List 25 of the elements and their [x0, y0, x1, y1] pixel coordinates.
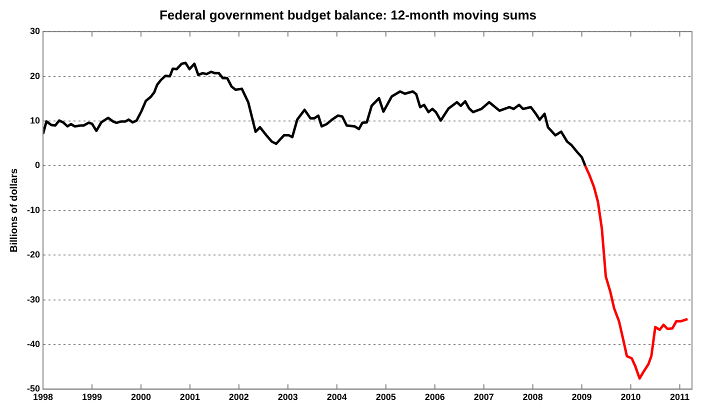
x-tick-label: 2011 [670, 392, 690, 402]
x-tick-label: 1999 [82, 392, 102, 402]
x-tick-label: 2006 [424, 392, 445, 402]
x-tick-label: 2002 [228, 392, 249, 402]
chart-title: Federal government budget balance: 12-month moving sums [159, 7, 537, 22]
x-tick-label: 2005 [376, 392, 396, 402]
x-tick-label: 2007 [474, 392, 494, 402]
y-tick-label: 10 [30, 115, 40, 126]
y-tick-label: -50 [26, 384, 40, 394]
x-tick-label: 1998 [32, 392, 54, 402]
y-tick-label: -10 [26, 204, 40, 215]
y-tick-label: -20 [26, 250, 40, 260]
x-tick-label: 2000 [130, 392, 151, 402]
y-tick-label: 0 [34, 160, 40, 170]
x-tick-label: 2001 [180, 392, 200, 402]
x-tick-label: 2010 [620, 392, 641, 402]
x-tick-label: 2003 [278, 392, 298, 402]
y-tick-label: -30 [26, 294, 40, 304]
y-tick-label: 20 [30, 70, 40, 81]
x-tick-label: 2004 [326, 392, 347, 402]
y-tick-label: 30 [30, 26, 40, 36]
y-axis-title: Billions of dollars [8, 168, 20, 252]
x-tick-label: 2009 [572, 392, 592, 402]
x-tick-label: 2008 [522, 392, 543, 402]
y-tick-label: -40 [26, 338, 40, 349]
